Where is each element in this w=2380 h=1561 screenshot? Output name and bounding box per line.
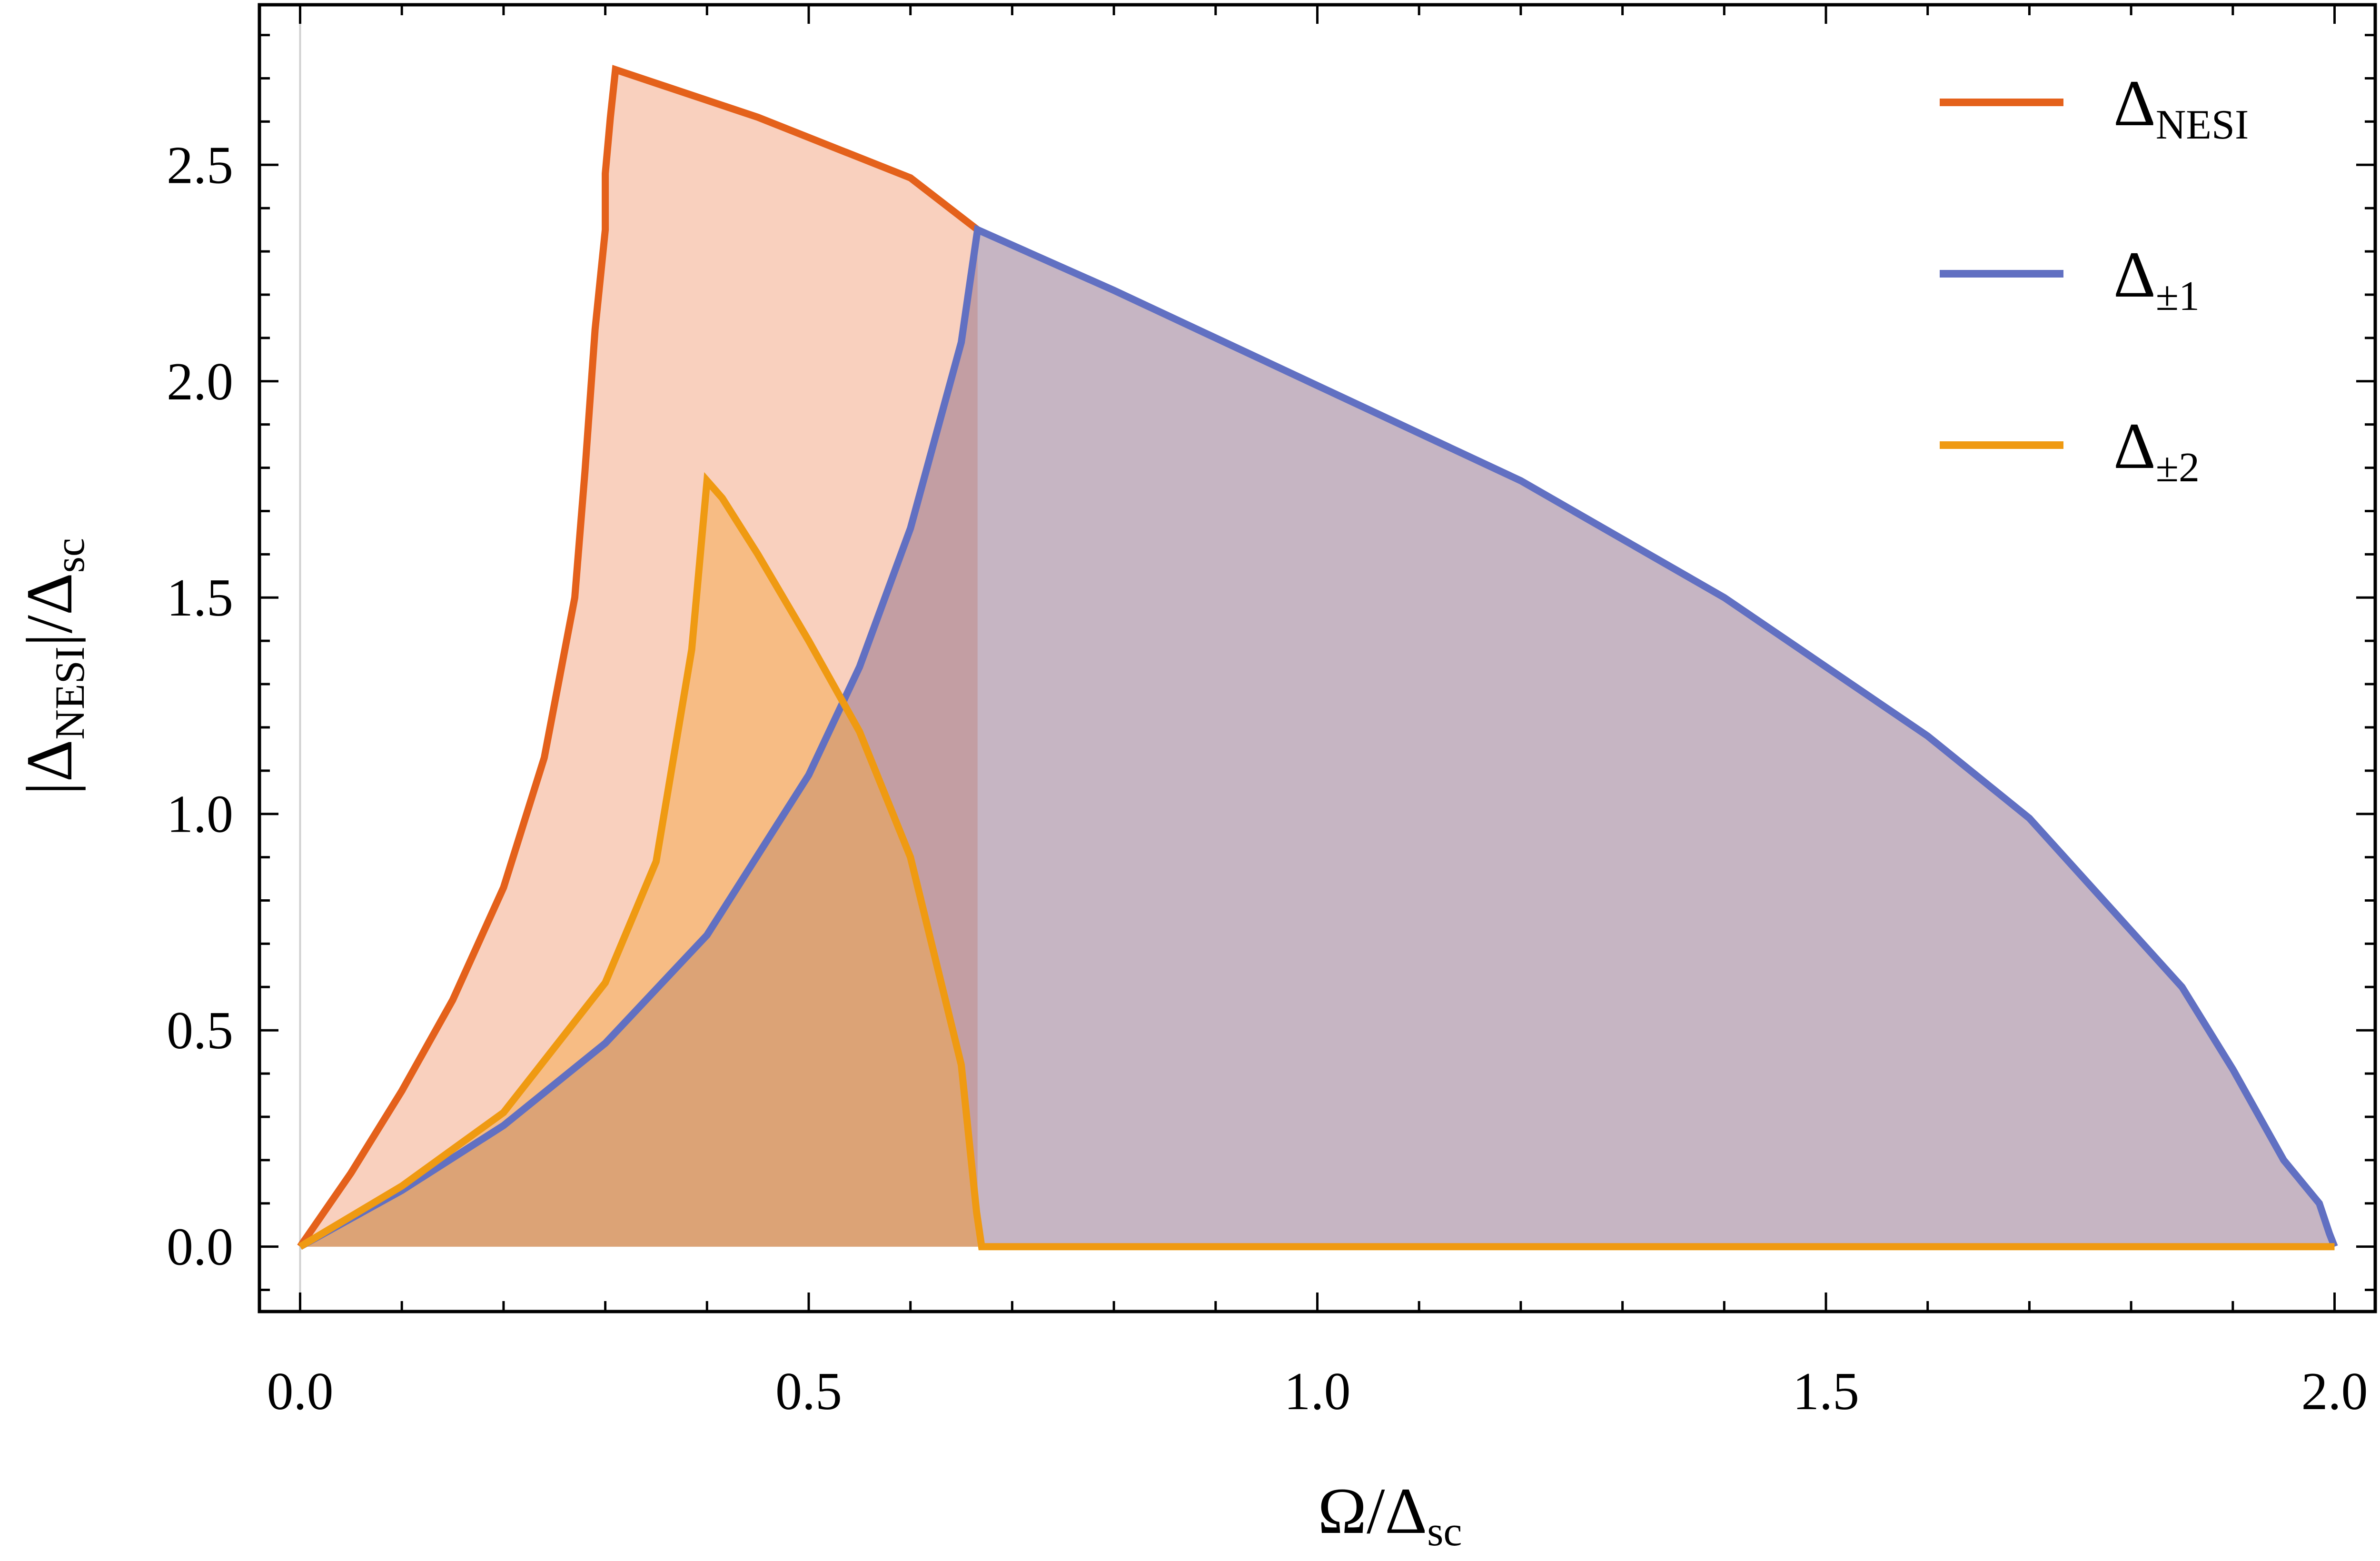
x-axis-label-main: Ω/Δ: [1318, 1474, 1428, 1547]
y-tick-label: 0.0: [167, 1218, 233, 1277]
x-tick-label: 0.0: [267, 1362, 333, 1421]
x-tick-label: 1.5: [1793, 1362, 1859, 1421]
series-line-2: [298, 224, 2338, 1250]
y-axis-label-prefix: |Δ: [13, 740, 86, 795]
axis-ticks: [259, 5, 2375, 1312]
y-axis-label: |ΔNESI|/Δsc: [13, 538, 93, 795]
y-axis-label-sub2: sc: [47, 538, 93, 573]
legend: ΔNESI Δ±1 Δ±2: [1940, 67, 2249, 491]
x-tick-label: 0.5: [775, 1362, 842, 1421]
area-fill-series-3: [300, 480, 2335, 1247]
x-tick-label: 2.0: [2301, 1362, 2368, 1421]
series-lines: [297, 65, 2338, 1251]
x-axis-label: Ω/Δsc: [1318, 1474, 1462, 1555]
legend-label-2: Δ±1: [2113, 238, 2200, 319]
y-axis-label-sub1: NESI: [47, 646, 93, 740]
y-tick-label: 2.5: [167, 136, 233, 195]
series-line-1: [297, 65, 980, 1249]
y-tick-label: 2.0: [167, 352, 233, 411]
y-tick-label: 1.0: [167, 785, 233, 844]
x-axis-label-sub: sc: [1427, 1509, 1462, 1555]
legend-label-1: ΔNESI: [2113, 67, 2249, 148]
y-tick-label: 0.5: [167, 1001, 233, 1060]
y-axis-label-middle: |/Δ: [13, 573, 86, 646]
axis-tick-labels: 0.0 0.5 1.0 1.5 2.0 0.0 0.5 1.0 1.5 2.0 2.5: [167, 136, 2368, 1421]
legend-label-3: Δ±2: [2113, 409, 2200, 491]
series-line-3: [298, 472, 2335, 1251]
y-tick-label: 1.5: [167, 568, 233, 627]
area-fills: [300, 70, 2335, 1247]
x-tick-label: 1.0: [1284, 1362, 1351, 1421]
